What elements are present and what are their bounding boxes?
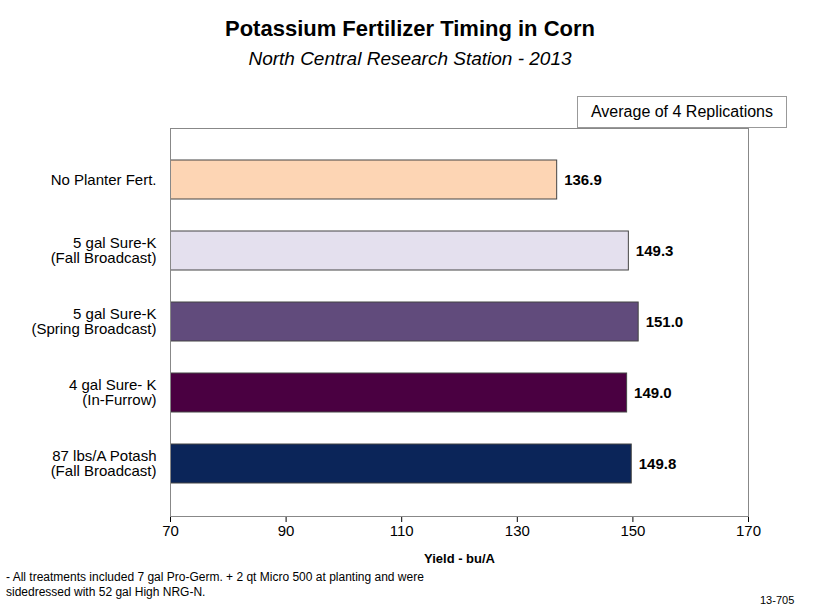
svg-text:No Planter Fert.: No Planter Fert. (51, 171, 157, 188)
svg-text:136.9: 136.9 (564, 171, 602, 188)
svg-text:Yield - bu/A: Yield - bu/A (424, 551, 496, 566)
svg-text:150: 150 (620, 522, 645, 539)
svg-text:87 lbs/A Potash(Fall Broadcast: 87 lbs/A Potash(Fall Broadcast) (51, 447, 157, 479)
svg-text:170: 170 (736, 522, 761, 539)
html-text:13-705: 13-705 (760, 594, 795, 606)
svg-text:70: 70 (162, 522, 179, 539)
svg-text:110: 110 (390, 522, 414, 539)
svg-text:90: 90 (278, 522, 295, 539)
svg-text:4 gal Sure- K(In-Furrow): 4 gal Sure- K(In-Furrow) (69, 376, 157, 408)
svg-text:130: 130 (505, 522, 530, 539)
html-text:North Central Research Station: North Central Research Station - 2013 (248, 48, 572, 69)
html-text:Potassium Fertilizer Timing in: Potassium Fertilizer Timing in Corn (225, 16, 595, 41)
svg-text:151.0: 151.0 (646, 313, 684, 330)
html-text:Average of 4 Replications: Average of 4 Replications (591, 103, 773, 120)
svg-text:149.8: 149.8 (639, 455, 677, 472)
svg-text:149.3: 149.3 (636, 242, 674, 259)
svg-text:149.0: 149.0 (634, 384, 672, 401)
svg-text:5 gal Sure-K(Fall Broadcast): 5 gal Sure-K(Fall Broadcast) (51, 234, 157, 266)
html-text:- All treatments included 7 ga: - All treatments included 7 gal Pro-Germ… (6, 570, 424, 599)
svg-text:5 gal Sure-K(Spring Broadcast): 5 gal Sure-K(Spring Broadcast) (31, 305, 156, 337)
